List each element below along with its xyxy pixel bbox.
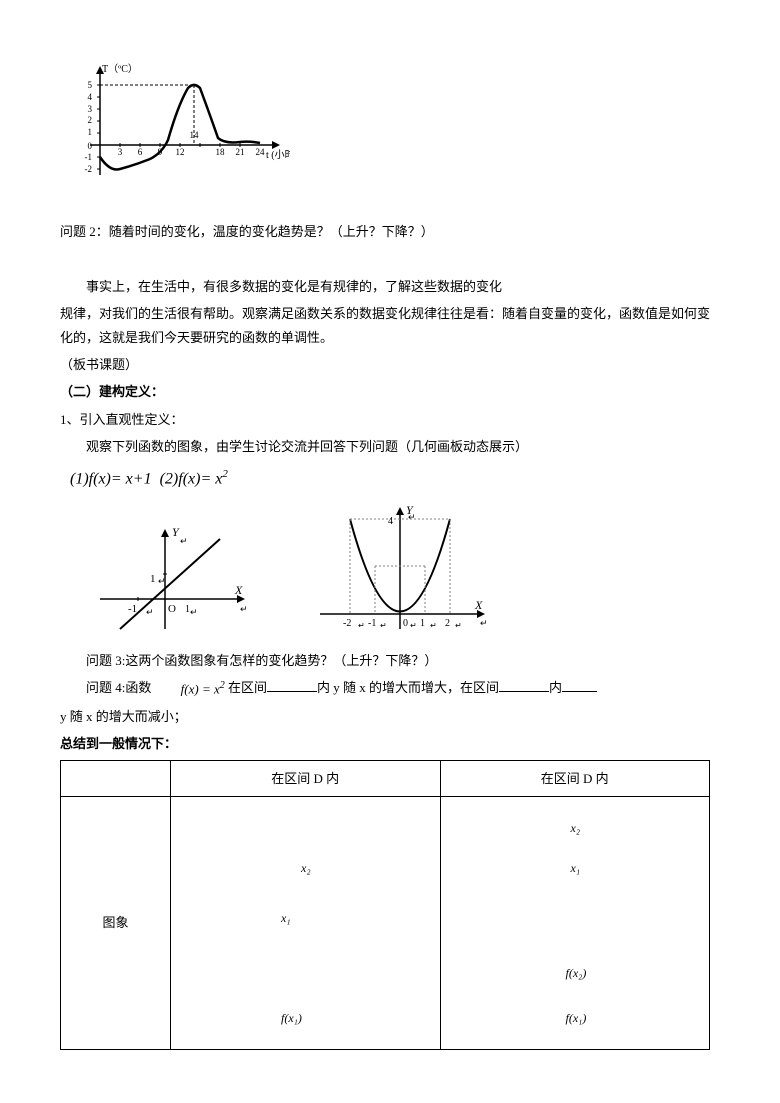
svg-text:↵: ↵: [180, 536, 188, 546]
table-cell-decreasing: x₂ x₁ f(x₂) f(x₁): [440, 797, 710, 1050]
svg-text:X: X: [234, 583, 243, 597]
section-2-subtitle: 1、引入直观性定义：: [60, 408, 710, 431]
blank-2[interactable]: [499, 691, 549, 692]
svg-text:-1: -1: [368, 618, 376, 629]
svg-text:2: 2: [445, 618, 450, 629]
svg-text:O: O: [168, 603, 176, 615]
svg-text:↵: ↵: [408, 512, 416, 522]
label-fx2-b: f(x₂): [566, 963, 587, 985]
table-header-empty: [61, 760, 171, 796]
svg-text:↵: ↵: [146, 607, 154, 617]
label-fx1: f(x₁): [281, 1008, 302, 1030]
temp-svg: 5 4 3 2 1 0 -1 -2 3 6 9 12 14 18 21: [70, 60, 290, 190]
linear-graph: Y X O 1 -1 1 ↵ ↵ ↵ ↵ ↵: [90, 524, 250, 634]
paragraph-1: 事实上，在生活中，有很多数据的变化是有规律的，了解这些数据的变化: [60, 275, 710, 298]
svg-text:1: 1: [88, 127, 93, 137]
q4-tail: y 随 x 的增大而减小；: [60, 705, 710, 728]
section-2-text: 观察下列函数的图象，由学生讨论交流并回答下列问题（几何画板动态展示）: [60, 435, 710, 458]
svg-text:2: 2: [88, 115, 93, 125]
table-header-col3: 在区间 D 内: [440, 760, 710, 796]
label-fx1-b: f(x₁): [566, 1008, 587, 1030]
svg-text:24: 24: [256, 147, 266, 157]
label-x2: x₂: [301, 858, 311, 880]
q4-formula: f(x) = x2: [155, 677, 225, 701]
svg-text:↵: ↵: [358, 621, 365, 630]
q4-prefix: 问题 4:函数: [86, 680, 155, 695]
summary-title: 总结到一般情况下：: [60, 732, 710, 755]
blank-1[interactable]: [267, 691, 317, 692]
svg-text:↵: ↵: [480, 618, 488, 628]
svg-text:X: X: [474, 598, 483, 612]
svg-text:1: 1: [420, 618, 425, 629]
table-row-label: 图象: [61, 797, 171, 1050]
question-4: 问题 4:函数 f(x) = x2 在区间 内 y 随 x 的增大而增大，在区间 内: [60, 676, 710, 701]
formula-line: (1)f(x)= x+1 (2)f(x)= x2: [70, 465, 710, 494]
svg-text:-2: -2: [85, 164, 93, 174]
temperature-chart: 5 4 3 2 1 0 -1 -2 3 6 9 12 14 18 21: [70, 60, 710, 190]
question-3: 问题 3:这两个函数图象有怎样的变化趋势？（上升？下降？）: [60, 649, 710, 672]
svg-text:18: 18: [216, 147, 226, 157]
svg-text:↵: ↵: [410, 621, 417, 630]
svg-text:↵: ↵: [380, 621, 387, 630]
svg-text:-2: -2: [343, 618, 351, 629]
parabola-graph: Y X 0 4 -2 -1 1 2 ↵ ↵ ↵ ↵ ↵ ↵ ↵: [310, 504, 490, 634]
question-2: 问题 2：随着时间的变化，温度的变化趋势是？（上升？下降？）: [60, 220, 710, 243]
q4-mid1: 在区间: [228, 680, 267, 695]
svg-text:-1: -1: [128, 603, 137, 615]
table-cell-increasing: x₂ x₁ f(x₁): [171, 797, 441, 1050]
svg-text:0: 0: [403, 618, 408, 629]
section-2-title: （二）建构定义：: [60, 380, 710, 403]
svg-text:4: 4: [388, 516, 393, 527]
summary-table: 在区间 D 内 在区间 D 内 图象 x₂ x₁ f(x₁) x₂ x₁ f(x…: [60, 760, 710, 1050]
svg-text:21: 21: [236, 147, 245, 157]
svg-text:↵: ↵: [158, 576, 166, 586]
label-x2-b: x₂: [571, 818, 581, 840]
q4-mid2: 内 y 随 x 的增大而增大，在区间: [317, 680, 499, 695]
svg-text:3: 3: [118, 147, 123, 157]
svg-text:4: 4: [88, 92, 93, 102]
table-header-col2: 在区间 D 内: [171, 760, 441, 796]
svg-text:↵: ↵: [190, 607, 198, 617]
svg-text:-1: -1: [85, 152, 93, 162]
graphs-row: Y X O 1 -1 1 ↵ ↵ ↵ ↵ ↵ Y X 0 4 -2: [90, 504, 710, 634]
svg-text:12: 12: [176, 147, 185, 157]
blank-3[interactable]: [562, 691, 597, 692]
label-x1: x₁: [281, 908, 291, 930]
svg-text:↵: ↵: [430, 621, 437, 630]
label-x1-b: x₁: [571, 858, 581, 880]
svg-text:T（ºC）: T（ºC）: [102, 63, 138, 75]
svg-text:3: 3: [88, 104, 93, 114]
svg-text:5: 5: [88, 80, 93, 90]
svg-text:6: 6: [138, 147, 143, 157]
svg-text:↵: ↵: [240, 604, 248, 614]
svg-text:t (小时): t (小时): [266, 149, 290, 161]
svg-text:Y: Y: [172, 525, 180, 539]
svg-text:0: 0: [88, 141, 93, 151]
q4-mid3: 内: [549, 680, 562, 695]
paragraph-3: （板书课题）: [60, 353, 710, 376]
svg-text:1: 1: [150, 573, 156, 585]
paragraph-2: 规律，对我们的生活很有帮助。观察满足函数关系的数据变化规律往往是看：随着自变量的…: [60, 302, 710, 349]
svg-text:↵: ↵: [455, 621, 462, 630]
